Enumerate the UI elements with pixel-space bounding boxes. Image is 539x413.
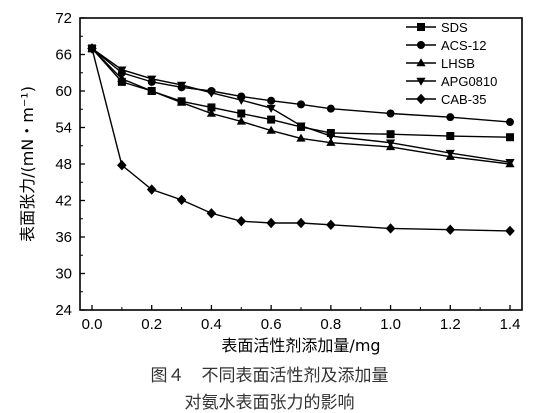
series-apg0810 xyxy=(87,45,515,167)
surface-tension-chart: 0.0 0.2 0.4 0.6 0.8 1.0 1.2 1.4 24 30 36 42 48 54 60 66… xyxy=(18,10,523,355)
legend-label: CAB-35 xyxy=(441,92,487,107)
data-point xyxy=(326,132,336,141)
series-cab-35 xyxy=(87,43,515,237)
data-point xyxy=(505,158,515,167)
data-point xyxy=(206,108,217,117)
x-tick-label: 1.0 xyxy=(380,316,401,333)
data-point xyxy=(117,66,127,75)
series-line xyxy=(91,48,511,232)
legend-marker xyxy=(416,77,426,86)
x-axis-label: 表面活性剂添加量/mg xyxy=(221,336,380,355)
data-point xyxy=(207,103,216,112)
figure-caption-line1: 图４ 不同表面活性剂及添加量 xyxy=(150,366,389,386)
data-point xyxy=(176,81,187,90)
legend-item: LHSB xyxy=(406,56,475,71)
legend-marker xyxy=(416,93,426,105)
data-point xyxy=(505,225,515,237)
figure-caption-line2: 对氨水表面张力的影响 xyxy=(184,393,355,413)
data-point xyxy=(117,160,127,171)
data-point xyxy=(266,217,276,229)
data-point xyxy=(267,115,276,124)
data-point xyxy=(506,118,514,127)
y-tick-label: 36 xyxy=(55,229,72,246)
series-line xyxy=(91,47,511,123)
data-point xyxy=(266,125,276,134)
y-axis-label: 表面张力/(mN・m⁻¹) xyxy=(18,86,37,242)
data-point xyxy=(446,132,455,141)
data-point xyxy=(236,215,247,227)
y-tick-label: 30 xyxy=(55,266,72,283)
data-point xyxy=(445,149,455,158)
data-point xyxy=(236,116,246,125)
data-point xyxy=(445,224,456,235)
data-point xyxy=(385,139,396,148)
series-line xyxy=(91,47,511,163)
legend-label: APG0810 xyxy=(441,74,497,89)
data-point xyxy=(446,113,455,122)
data-point xyxy=(297,100,305,109)
data-point xyxy=(146,184,157,195)
data-point xyxy=(117,74,127,83)
legend-item: APG0810 xyxy=(406,74,497,89)
data-point xyxy=(326,137,336,146)
x-tick-label: 1.2 xyxy=(440,316,461,333)
x-tick-label: 0.4 xyxy=(201,316,222,333)
data-point xyxy=(296,217,306,229)
data-point xyxy=(386,130,395,139)
data-point xyxy=(236,96,246,105)
data-point xyxy=(147,75,157,84)
data-point xyxy=(147,86,157,95)
data-point xyxy=(296,133,306,142)
data-point xyxy=(326,219,336,231)
data-point xyxy=(386,109,395,118)
legend-marker xyxy=(417,23,425,31)
data-point xyxy=(296,122,306,131)
data-point xyxy=(326,104,335,113)
data-point xyxy=(206,208,217,219)
y-tick-label: 48 xyxy=(55,156,72,173)
y-tick-label: 54 xyxy=(55,120,72,137)
legend-item: SDS xyxy=(406,20,468,35)
legend-item: CAB-35 xyxy=(406,92,487,107)
data-point xyxy=(506,133,514,142)
x-tick-label: 0.6 xyxy=(261,316,282,333)
legend-item: ACS-12 xyxy=(406,38,487,53)
axis-ticks: 0.0 0.2 0.4 0.6 0.8 1.0 1.2 1.4 24 30 36 42 48 54 60 66… xyxy=(55,10,520,333)
y-tick-label: 72 xyxy=(55,10,72,27)
data-point xyxy=(266,104,276,113)
y-tick-label: 42 xyxy=(55,193,72,210)
legend-label: ACS-12 xyxy=(441,38,487,53)
data-point xyxy=(385,223,396,234)
legend-marker xyxy=(416,58,426,67)
y-tick-label: 60 xyxy=(55,83,72,100)
x-tick-label: 1.4 xyxy=(500,316,521,333)
series-layer xyxy=(87,43,515,237)
x-tick-label: 0.0 xyxy=(82,316,103,333)
series-line xyxy=(91,47,511,165)
data-point xyxy=(237,109,246,118)
data-point xyxy=(267,96,276,105)
data-point xyxy=(176,194,187,206)
data-point xyxy=(206,89,217,98)
x-tick-label: 0.2 xyxy=(141,316,162,333)
legend: SDS ACS-12 LHSB APG0810 CAB-35 xyxy=(406,20,497,107)
y-tick-label: 24 xyxy=(55,302,72,319)
y-tick-label: 66 xyxy=(55,47,72,64)
legend-marker xyxy=(417,41,425,49)
legend-label: SDS xyxy=(441,20,468,35)
data-point xyxy=(87,43,97,54)
legend-label: LHSB xyxy=(441,56,475,71)
data-point xyxy=(176,97,187,106)
x-tick-label: 0.8 xyxy=(320,316,341,333)
